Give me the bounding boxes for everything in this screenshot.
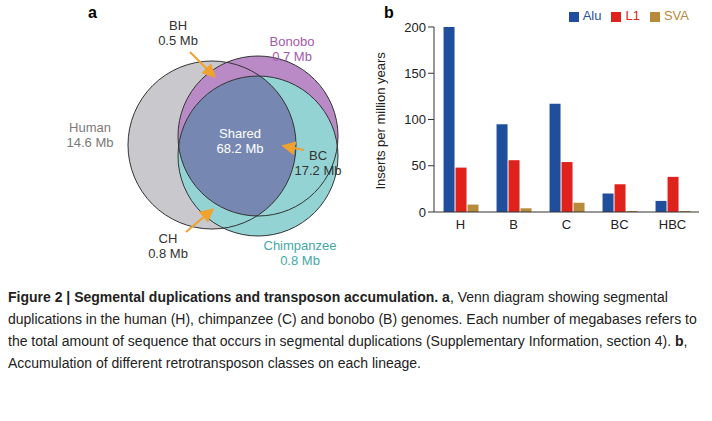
html-text:b: b	[384, 4, 394, 21]
svg-text:Shared68.2 Mb: Shared68.2 Mb	[217, 126, 264, 156]
svg-text:B: B	[509, 217, 518, 232]
svg-text:50: 50	[412, 158, 426, 173]
svg-text:BC: BC	[610, 217, 628, 232]
svg-text:Chimpanzee0.8 Mb: Chimpanzee0.8 Mb	[264, 238, 337, 268]
svg-text:0: 0	[419, 205, 426, 220]
svg-text:C: C	[562, 217, 571, 232]
html-text:SVA: SVA	[663, 8, 689, 23]
svg-text:Inserts per million years: Inserts per million years	[373, 52, 388, 190]
svg-text:100: 100	[404, 112, 426, 127]
svg-text:Human14.6 Mb: Human14.6 Mb	[67, 120, 114, 150]
svg-text:BH0.5 Mb: BH0.5 Mb	[158, 18, 198, 48]
html-text:L1: L1	[625, 8, 640, 23]
svg-text:Bonobo0.7 Mb: Bonobo0.7 Mb	[270, 34, 315, 64]
svg-text:BC17.2 Mb: BC17.2 Mb	[295, 148, 342, 178]
html-text:Figure 2 | Segmental duplicati: Figure 2 | Segmental duplications and tr…	[8, 289, 697, 371]
svg-text:150: 150	[404, 66, 426, 81]
svg-text:HBC: HBC	[659, 217, 686, 232]
svg-text:a: a	[88, 4, 97, 21]
svg-text:CH0.8 Mb: CH0.8 Mb	[148, 231, 188, 261]
svg-text:200: 200	[404, 20, 426, 35]
svg-text:H: H	[456, 217, 465, 232]
html-text:Alu: Alu	[582, 8, 602, 23]
